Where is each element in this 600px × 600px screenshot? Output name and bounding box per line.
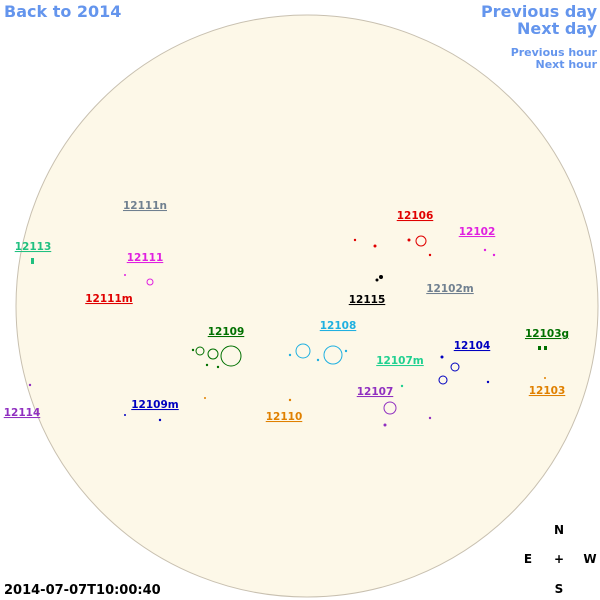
region-label: 12103g bbox=[525, 328, 569, 340]
region-label: 12108 bbox=[320, 320, 357, 332]
region-label: 12115 bbox=[349, 294, 386, 306]
compass-west: W bbox=[583, 552, 596, 566]
region-label: 12110 bbox=[266, 411, 303, 423]
region-label: 12102 bbox=[459, 226, 496, 238]
compass-center: + bbox=[554, 552, 564, 566]
back-link[interactable]: Back to 2014 bbox=[4, 2, 121, 21]
region-label: 12106 bbox=[397, 210, 434, 222]
solar-disk bbox=[15, 14, 599, 598]
compass-north: N bbox=[554, 523, 564, 537]
region-label: 12107m bbox=[376, 355, 424, 367]
region-label: 12111n bbox=[123, 200, 167, 212]
previous-day-link[interactable]: Previous day bbox=[481, 2, 598, 21]
region-label: 12111 bbox=[127, 252, 164, 264]
region-label: 12103 bbox=[529, 385, 566, 397]
compass-east: E bbox=[524, 552, 532, 566]
region-label: 12111m bbox=[85, 293, 133, 305]
region-label: 12109m bbox=[131, 399, 179, 411]
region-label: 12102m bbox=[426, 283, 474, 295]
region-label: 12104 bbox=[454, 340, 491, 352]
region-label: 12109 bbox=[208, 326, 245, 338]
compass-south: S bbox=[555, 582, 564, 596]
region-labels: 12111n 12106 12102 12113 12111 12111m 12… bbox=[4, 200, 569, 423]
region-label: 12107 bbox=[357, 386, 394, 398]
next-hour-link[interactable]: Next hour bbox=[536, 58, 598, 71]
sunspots bbox=[28, 235, 547, 427]
timestamp: 2014-07-07T10:00:40 bbox=[4, 583, 161, 598]
region-label: 12113 bbox=[15, 241, 52, 253]
region-label: 12114 bbox=[4, 407, 41, 419]
previous-hour-link[interactable]: Previous hour bbox=[511, 46, 598, 59]
next-day-link[interactable]: Next day bbox=[517, 19, 598, 38]
